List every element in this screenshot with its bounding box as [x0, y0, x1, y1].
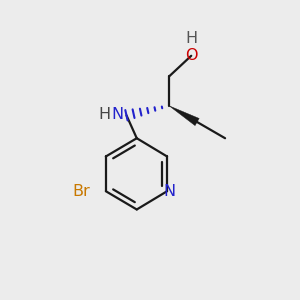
Text: O: O [185, 48, 197, 63]
Text: H: H [185, 31, 197, 46]
Polygon shape [169, 106, 199, 126]
Text: N: N [164, 184, 175, 199]
Text: N: N [112, 107, 124, 122]
Text: Br: Br [72, 184, 90, 199]
Text: H: H [98, 107, 110, 122]
